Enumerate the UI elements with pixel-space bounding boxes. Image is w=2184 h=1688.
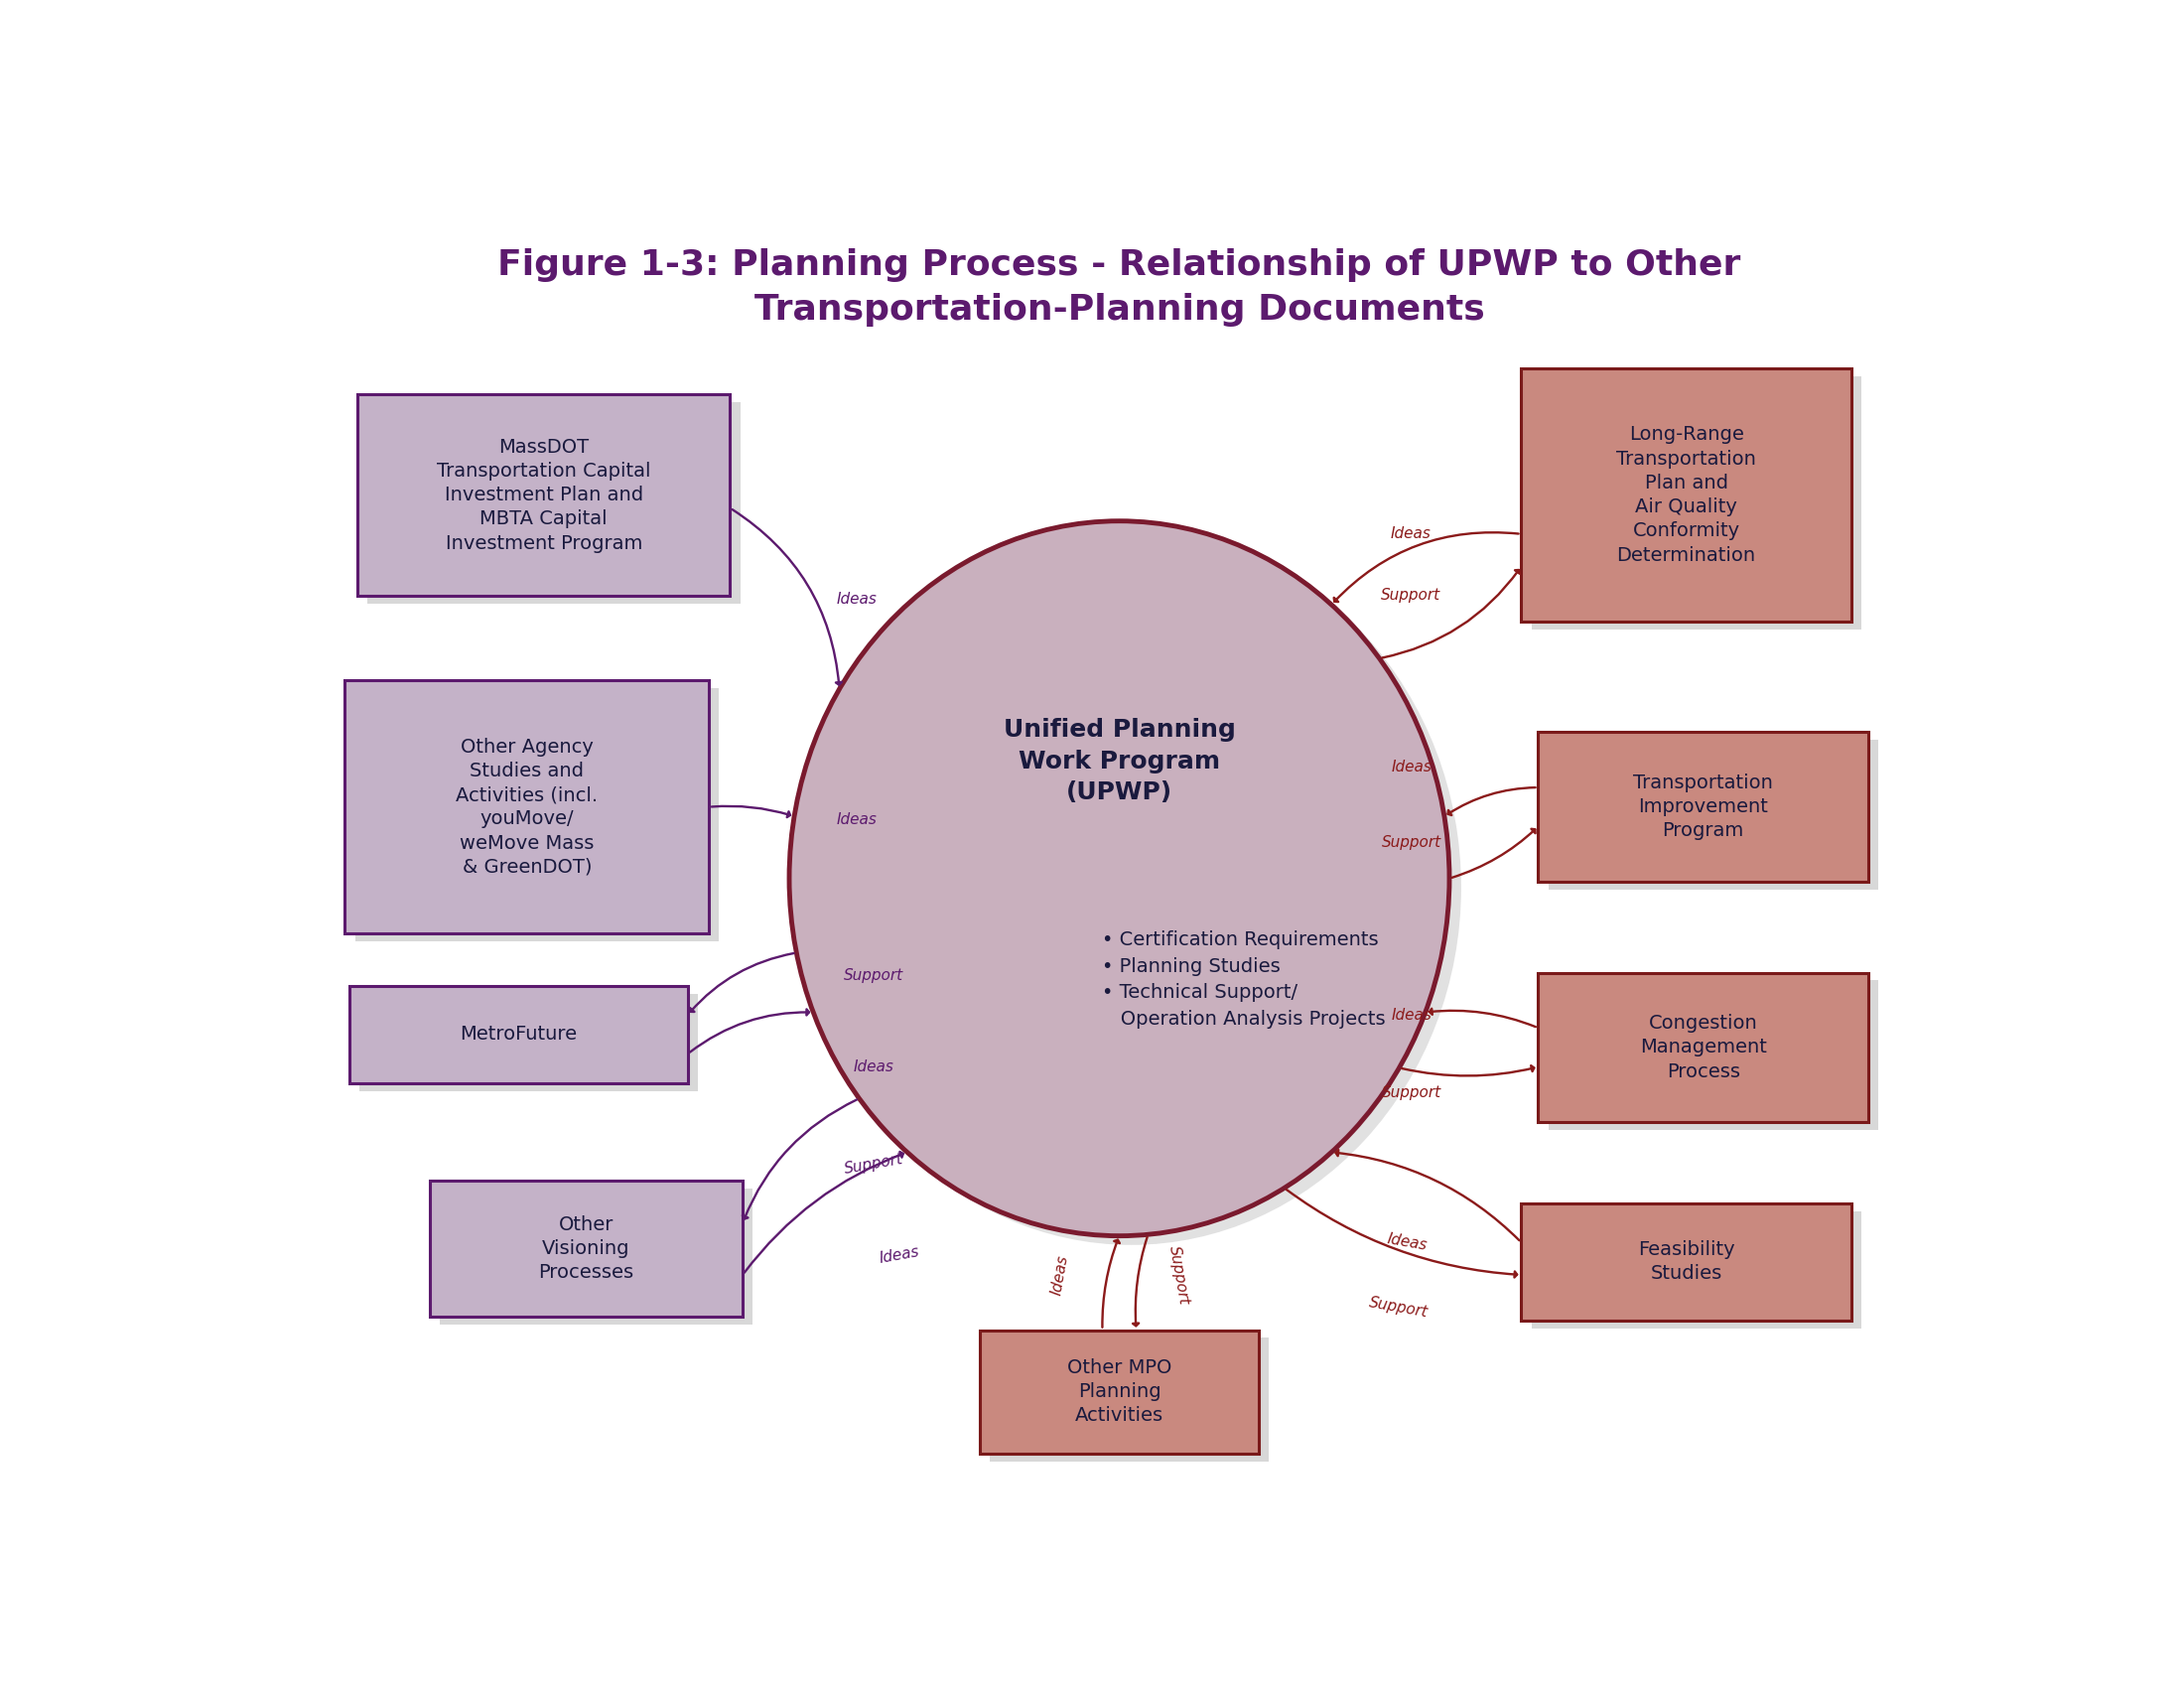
FancyBboxPatch shape bbox=[1548, 739, 1878, 890]
FancyBboxPatch shape bbox=[981, 1330, 1258, 1453]
Ellipse shape bbox=[788, 522, 1450, 1236]
Text: Ideas: Ideas bbox=[878, 1244, 919, 1266]
Text: Support: Support bbox=[843, 1151, 904, 1177]
Text: Transportation
Improvement
Program: Transportation Improvement Program bbox=[1634, 773, 1773, 841]
Text: Ideas: Ideas bbox=[836, 591, 878, 606]
Text: Ideas: Ideas bbox=[1391, 760, 1433, 775]
Text: Ideas: Ideas bbox=[1387, 1232, 1428, 1252]
FancyBboxPatch shape bbox=[1522, 368, 1852, 621]
FancyBboxPatch shape bbox=[349, 986, 688, 1084]
Text: Other MPO
Planning
Activities: Other MPO Planning Activities bbox=[1068, 1359, 1171, 1425]
Text: Support: Support bbox=[843, 969, 904, 984]
Text: Support: Support bbox=[1382, 1085, 1441, 1101]
Text: Long-Range
Transportation
Plan and
Air Quality
Conformity
Determination: Long-Range Transportation Plan and Air Q… bbox=[1616, 425, 1756, 565]
Text: Other
Visioning
Processes: Other Visioning Processes bbox=[539, 1215, 633, 1283]
FancyBboxPatch shape bbox=[1538, 972, 1867, 1123]
Text: Support: Support bbox=[1382, 834, 1441, 849]
FancyBboxPatch shape bbox=[439, 1188, 753, 1325]
Text: Ideas: Ideas bbox=[1391, 527, 1431, 542]
Text: Ideas: Ideas bbox=[1048, 1254, 1070, 1296]
Text: Other Agency
Studies and
Activities (incl.
youMove/
weMove Mass
& GreenDOT): Other Agency Studies and Activities (inc… bbox=[456, 738, 598, 876]
Ellipse shape bbox=[802, 530, 1461, 1246]
Text: Congestion
Management
Process: Congestion Management Process bbox=[1640, 1014, 1767, 1080]
FancyBboxPatch shape bbox=[367, 402, 740, 604]
Text: Ideas: Ideas bbox=[854, 1060, 893, 1074]
Text: Support: Support bbox=[1367, 1295, 1428, 1320]
FancyBboxPatch shape bbox=[1531, 1212, 1861, 1328]
FancyBboxPatch shape bbox=[358, 395, 729, 596]
FancyBboxPatch shape bbox=[1522, 1204, 1852, 1320]
Text: Unified Planning
Work Program
(UPWP): Unified Planning Work Program (UPWP) bbox=[1002, 717, 1236, 805]
FancyBboxPatch shape bbox=[430, 1180, 743, 1317]
Text: Figure 1-3: Planning Process - Relationship of UPWP to Other
Transportation-Plan: Figure 1-3: Planning Process - Relations… bbox=[498, 248, 1741, 326]
Text: Feasibility
Studies: Feasibility Studies bbox=[1638, 1241, 1734, 1283]
Text: Support: Support bbox=[1380, 587, 1439, 603]
FancyBboxPatch shape bbox=[1538, 733, 1867, 881]
Text: Ideas: Ideas bbox=[1391, 1008, 1433, 1023]
FancyBboxPatch shape bbox=[1548, 981, 1878, 1129]
Text: Support: Support bbox=[1166, 1244, 1190, 1305]
Text: MassDOT
Transportation Capital
Investment Plan and
MBTA Capital
Investment Progr: MassDOT Transportation Capital Investmen… bbox=[437, 437, 651, 552]
FancyBboxPatch shape bbox=[989, 1339, 1269, 1462]
FancyBboxPatch shape bbox=[1531, 376, 1861, 630]
Text: Ideas: Ideas bbox=[836, 812, 878, 827]
Text: MetroFuture: MetroFuture bbox=[461, 1025, 577, 1043]
Text: • Certification Requirements
• Planning Studies
• Technical Support/
   Operatio: • Certification Requirements • Planning … bbox=[1103, 930, 1387, 1028]
FancyBboxPatch shape bbox=[360, 994, 699, 1090]
FancyBboxPatch shape bbox=[345, 680, 710, 933]
FancyBboxPatch shape bbox=[356, 689, 719, 942]
